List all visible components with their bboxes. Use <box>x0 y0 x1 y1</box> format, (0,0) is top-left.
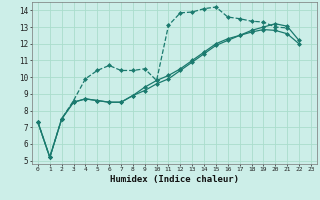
X-axis label: Humidex (Indice chaleur): Humidex (Indice chaleur) <box>110 175 239 184</box>
